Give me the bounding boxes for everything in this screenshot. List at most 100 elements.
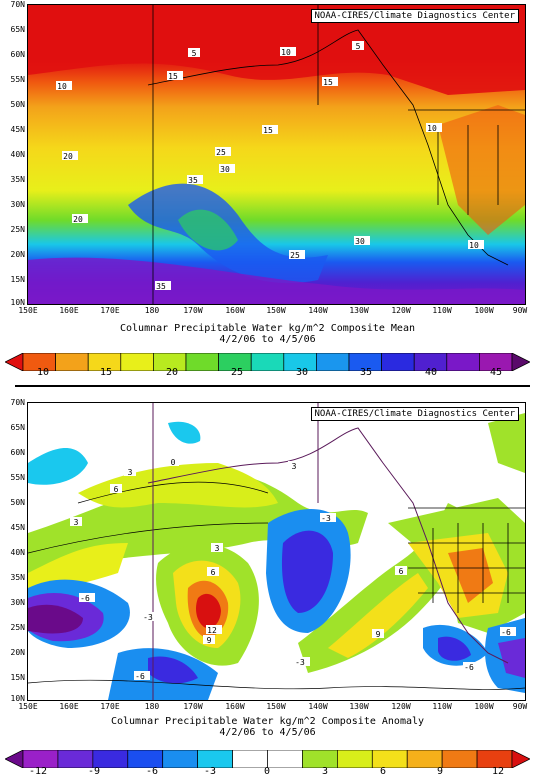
colorbar-swatch <box>267 750 303 768</box>
lon-label: 160E <box>59 306 79 315</box>
svg-text:20: 20 <box>63 152 73 161</box>
contour-label: 10 <box>468 240 484 250</box>
anomaly-contours <box>28 481 525 690</box>
lat-label: 40N <box>10 548 25 557</box>
lon-label: 90W <box>512 702 528 711</box>
colorbar-tick: 40 <box>424 367 438 378</box>
lon-label: 160E <box>59 702 79 711</box>
mean-map: 5 5 10 10 15 15 20 25 30 35 20 25 15 10 30 35 10 NOAA-CI… <box>27 4 526 305</box>
svg-text:3: 3 <box>128 468 133 477</box>
lat-label: 15N <box>10 673 25 682</box>
contour-label: 30 <box>354 236 370 246</box>
colorbar-tick: -3 <box>203 766 217 777</box>
svg-text:25: 25 <box>290 251 300 260</box>
contour-label: 35 <box>155 281 171 291</box>
colorbar-left-arrow <box>5 750 24 768</box>
svg-text:5: 5 <box>192 49 197 58</box>
svg-text:10: 10 <box>57 82 67 91</box>
contour-label: -3 <box>294 657 310 667</box>
lon-label: 130W <box>349 306 369 315</box>
contour-label: -6 <box>500 627 516 637</box>
lon-label: 90W <box>512 306 528 315</box>
lon-label: 120W <box>391 306 411 315</box>
lat-label: 45N <box>10 125 25 134</box>
lat-label: 20N <box>10 250 25 259</box>
colorbar-tick: 20 <box>165 367 179 378</box>
lat-label: 35N <box>10 573 25 582</box>
anomaly-dates: 4/2/06 to 4/5/06 <box>219 727 316 738</box>
contour-label: 12 <box>206 625 222 635</box>
svg-text:-6: -6 <box>464 663 474 672</box>
svg-text:-3: -3 <box>143 613 153 622</box>
lon-label: 160W <box>225 306 245 315</box>
svg-text:3: 3 <box>292 462 297 471</box>
svg-text:30: 30 <box>220 165 230 174</box>
svg-text:3: 3 <box>74 518 79 527</box>
panel-divider <box>15 385 530 387</box>
colorbar-swatch <box>55 353 89 371</box>
lon-label: 110W <box>432 306 452 315</box>
mean-colorbar <box>5 353 530 371</box>
colorbar-tick: -9 <box>87 766 101 777</box>
contour-label: 30 <box>219 164 235 174</box>
svg-text:10: 10 <box>469 241 479 250</box>
anomaly-colorbar <box>5 750 530 768</box>
contour-label: -3 <box>320 513 336 523</box>
colorbar-tick: 3 <box>321 766 329 777</box>
svg-text:6: 6 <box>114 485 119 494</box>
colorbar-tick: 35 <box>359 367 373 378</box>
mean-credit: NOAA-CIRES/Climate Diagnostics Center <box>310 9 519 23</box>
svg-text:15: 15 <box>168 72 178 81</box>
svg-text:6: 6 <box>211 568 216 577</box>
contour-label: 20 <box>62 151 78 161</box>
lat-label: 50N <box>10 498 25 507</box>
colorbar-tick: -6 <box>145 766 159 777</box>
lat-label: 40N <box>10 150 25 159</box>
anomaly-credit: NOAA-CIRES/Climate Diagnostics Center <box>310 407 519 421</box>
contour-label: 0 <box>167 457 179 467</box>
lon-label: 100W <box>474 702 494 711</box>
lon-label: 170E <box>100 306 120 315</box>
colorbar-tick: 10 <box>36 367 50 378</box>
colorbar-tick: 15 <box>99 367 113 378</box>
colorbar-swatch <box>232 750 268 768</box>
lon-label: 120W <box>391 702 411 711</box>
lon-label: 180 <box>144 702 160 711</box>
contour-label: 25 <box>215 147 231 157</box>
lon-label: 140W <box>308 306 328 315</box>
colorbar-left-arrow <box>5 353 24 371</box>
svg-text:9: 9 <box>207 636 212 645</box>
contour-label: 20 <box>72 214 88 224</box>
lon-label: 150W <box>266 702 286 711</box>
svg-text:12: 12 <box>207 626 217 635</box>
mean-field: 5 5 10 10 15 15 20 25 30 35 20 25 15 10 30 35 10 <box>28 5 525 304</box>
lat-label: 65N <box>10 423 25 432</box>
anomaly-borders <box>408 507 525 613</box>
colorbar-swatch <box>120 353 154 371</box>
colorbar-tick: 45 <box>489 367 503 378</box>
lat-label: 60N <box>10 50 25 59</box>
anomaly-panel: 3 6 3 12 9 6 3 -3 -6 -3 3 6 9 -6 -3 -6 -6 0 NOAA-CIRES/Cl… <box>0 398 535 780</box>
colorbar-swatch <box>446 353 480 371</box>
lon-label: 150E <box>18 306 38 315</box>
svg-text:25: 25 <box>216 148 226 157</box>
lon-label: 100W <box>474 306 494 315</box>
contour-label: -6 <box>463 662 479 672</box>
contour-label: 3 <box>288 461 300 471</box>
lat-label: 35N <box>10 175 25 184</box>
svg-text:0: 0 <box>171 458 176 467</box>
lat-label: 10N <box>10 694 25 703</box>
colorbar-swatch <box>302 750 338 768</box>
lat-label: 45N <box>10 523 25 532</box>
svg-text:-6: -6 <box>135 672 145 681</box>
lat-label: 60N <box>10 448 25 457</box>
lat-label: 15N <box>10 275 25 284</box>
mean-dates: 4/2/06 to 4/5/06 <box>219 334 316 345</box>
contour-label: 15 <box>262 125 278 135</box>
colorbar-tick: 6 <box>379 766 387 777</box>
mean-title: Columnar Precipitable Water kg/m^2 Compo… <box>119 323 415 334</box>
lon-label: 170W <box>183 702 203 711</box>
colorbar-swatch <box>162 750 198 768</box>
lon-label: 150E <box>18 702 38 711</box>
